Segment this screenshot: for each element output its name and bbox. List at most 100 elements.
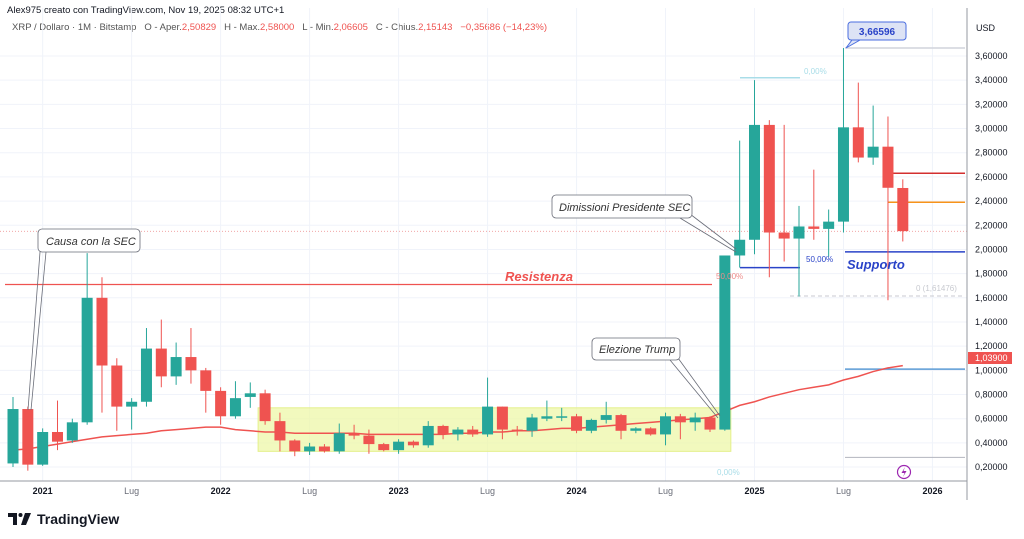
candle — [541, 400, 553, 422]
candle — [363, 429, 375, 454]
candle — [674, 413, 686, 440]
close-value: 2,15143 — [418, 22, 453, 33]
fib-mid-red-label: 50,00% — [716, 272, 743, 281]
candle-body — [897, 187, 909, 232]
candle-body — [541, 416, 553, 419]
candle-body — [793, 226, 805, 239]
price-tick-label: 2,20000 — [975, 220, 1008, 230]
callout-text: Dimissioni Presidente SEC — [559, 202, 690, 214]
callout-sec-lawsuit[interactable]: Causa con la SEC — [27, 228, 141, 411]
candle — [630, 427, 642, 434]
candle — [749, 80, 760, 255]
symbol-label[interactable]: XRP / Dollaro · 1M · Bitstamp — [12, 22, 137, 33]
time-tick-label: Lug — [836, 486, 851, 496]
candle — [496, 406, 508, 440]
candle — [645, 427, 657, 436]
candle-body — [882, 146, 894, 188]
candle-body — [645, 428, 657, 435]
candle — [7, 396, 19, 468]
candle — [37, 428, 49, 466]
candle — [81, 253, 93, 425]
candle — [155, 319, 167, 388]
candle — [229, 381, 241, 419]
candle — [867, 105, 879, 165]
candle-body — [81, 297, 93, 423]
price-tick-label: 3,60000 — [975, 51, 1008, 61]
candle-body — [378, 444, 390, 451]
candle — [452, 427, 464, 441]
candle-body — [615, 415, 627, 431]
candle — [126, 398, 138, 430]
candle — [526, 413, 538, 437]
tradingview-logo[interactable]: TradingView — [8, 511, 119, 527]
candle-body — [422, 425, 434, 446]
annotations: Causa con la SEC Dimissioni Presidente S… — [27, 21, 957, 480]
price-tick-label: 3,20000 — [975, 99, 1008, 109]
candle — [259, 389, 271, 425]
fib-mid-blue-label: 50,00% — [806, 255, 833, 264]
candle — [393, 439, 405, 454]
candle — [689, 412, 701, 431]
candle-body — [289, 440, 301, 452]
candle-body — [51, 431, 63, 442]
candle-body — [126, 401, 138, 407]
time-tick-label: 2021 — [33, 486, 53, 496]
candle — [274, 412, 286, 452]
candle-body — [704, 417, 716, 430]
candle-body — [407, 441, 419, 446]
candle-body — [155, 348, 167, 377]
candle-body — [689, 417, 701, 423]
candle-body — [852, 127, 864, 158]
time-tick-label: 2023 — [389, 486, 409, 496]
time-axis[interactable]: 2021 Lug 2022 Lug 2023 Lug 2024 Lug 2025 Lug 2026 — [33, 486, 943, 496]
candle — [378, 442, 390, 452]
callout-text: Elezione Trump — [599, 344, 675, 356]
candle — [556, 407, 568, 422]
callout-sec-resignation[interactable]: Dimissioni Presidente SEC — [551, 194, 737, 253]
candle — [422, 421, 434, 448]
tradingview-logo-icon — [8, 513, 31, 525]
candle-body — [348, 433, 360, 436]
candle — [763, 120, 775, 278]
lightning-icon[interactable] — [896, 464, 912, 480]
price-tick-label: 3,00000 — [975, 124, 1008, 134]
candle-body — [393, 441, 405, 451]
candle — [482, 377, 494, 437]
candle-body — [630, 428, 642, 431]
fib-bottom-label: 0,00% — [717, 468, 740, 477]
price-axis[interactable]: 3,60000 3,40000 3,20000 3,00000 2,80000 2,600… — [975, 51, 1008, 472]
candle — [615, 413, 627, 440]
candle-body — [571, 416, 583, 431]
candles — [7, 48, 909, 471]
candle-body — [22, 409, 34, 465]
high-price-text: 3,66596 — [859, 27, 896, 38]
low-label: L - Min. — [302, 22, 334, 33]
time-tick-label: Lug — [124, 486, 139, 496]
currency-label: USD — [976, 23, 996, 33]
candle — [511, 425, 523, 436]
price-tick-label: 1,20000 — [975, 341, 1008, 351]
candle — [51, 400, 63, 451]
candle — [215, 387, 227, 425]
candle — [111, 358, 123, 431]
range-highlight-box[interactable] — [257, 407, 732, 452]
time-tick-label: Lug — [658, 486, 673, 496]
time-tick-label: Lug — [480, 486, 495, 496]
callout-trump-election[interactable]: Elezione Trump — [591, 337, 721, 419]
candle — [660, 412, 672, 446]
candle — [437, 424, 449, 440]
candle-body — [96, 297, 108, 366]
candle-body — [66, 422, 78, 441]
candle-body — [229, 398, 241, 417]
candle — [837, 48, 849, 233]
close-label: C - Chius. — [375, 22, 419, 33]
level-lines — [0, 47, 967, 458]
support-label: Supporto — [847, 257, 905, 272]
high-price-label[interactable]: 3,66596 — [845, 21, 907, 49]
candle-body — [660, 416, 672, 435]
candle-body — [215, 390, 227, 417]
ma-price-tag: 1,03900 — [968, 352, 1012, 364]
time-tick-label: 2022 — [211, 486, 231, 496]
chart-credit: Alex975 creato con TradingView.com, Nov … — [7, 5, 285, 16]
